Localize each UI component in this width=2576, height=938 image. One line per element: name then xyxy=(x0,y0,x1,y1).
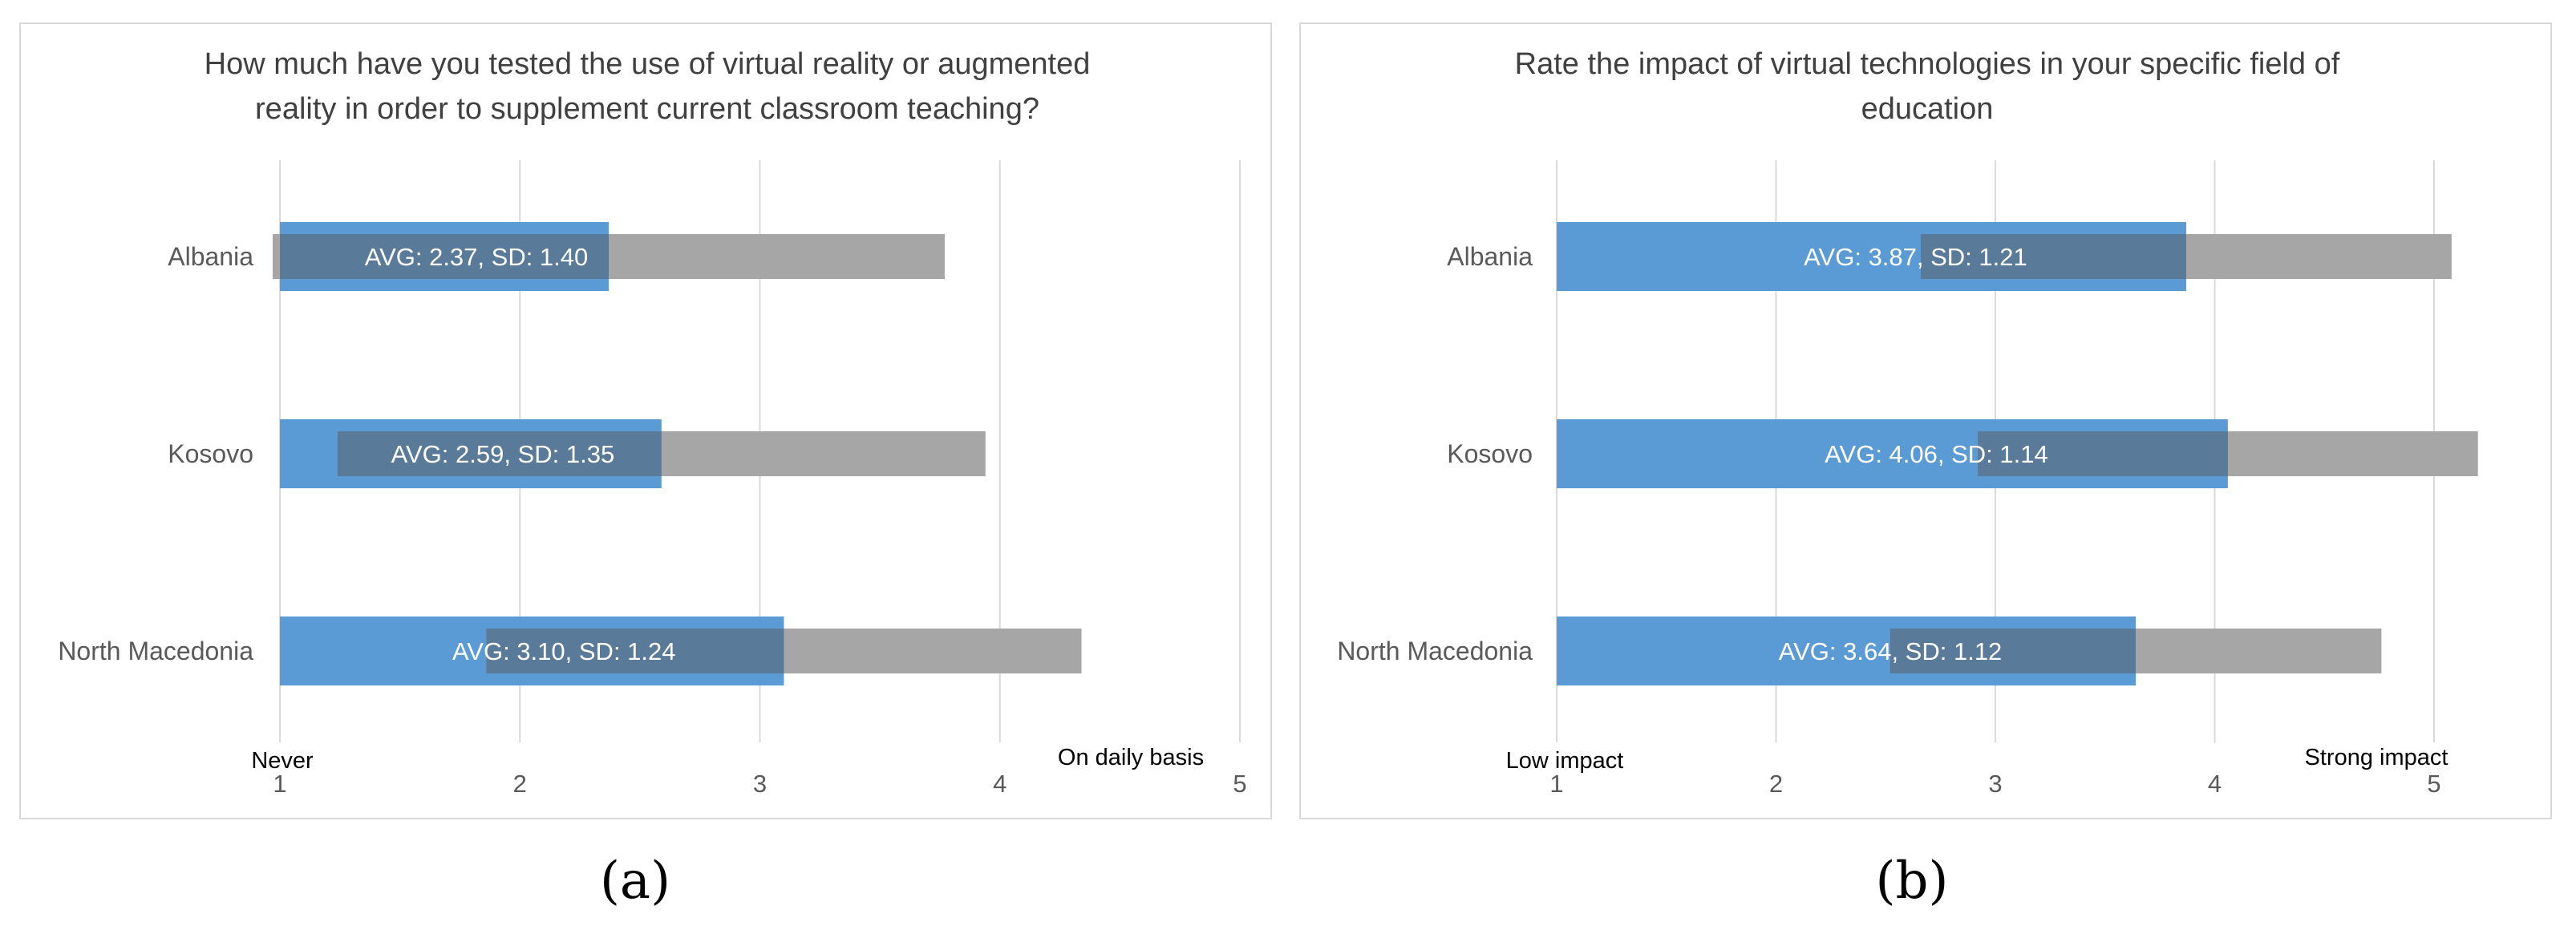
panel-label-a: (a) xyxy=(599,851,671,911)
category-label: Kosovo xyxy=(168,439,253,468)
data-label: AVG: 3.87, SD: 1.21 xyxy=(1804,243,2027,271)
avg-sd-overlap xyxy=(1921,234,2186,279)
chart-plot-a: 1 2 3 4 5 Never On daily basis Albania AVG: 2.37… xyxy=(58,160,1247,798)
chart-title-a-line-2: reality in order to supplement current c… xyxy=(255,92,1039,126)
avg-sd-overlap xyxy=(486,629,784,673)
data-label: AVG: 2.59, SD: 1.35 xyxy=(391,440,615,468)
chart-plot-b: 1 2 3 4 5 Low impact Strong impact Albania AVG: … xyxy=(1337,160,2478,798)
x-tick-label: 1 xyxy=(273,770,286,798)
category-label: Kosovo xyxy=(1447,439,1533,468)
avg-sd-overlap xyxy=(337,431,662,476)
panel-label-b: (b) xyxy=(1875,851,1949,911)
chart-panel-b: Rate the impact of virtual technologies … xyxy=(1299,22,2552,819)
x-tick-label: 3 xyxy=(753,770,767,798)
chart-title-a: How much have you tested the use of virt… xyxy=(141,42,1153,131)
avg-sd-overlap xyxy=(1978,431,2228,476)
chart-title-a-line-1: How much have you tested the use of virt… xyxy=(204,47,1091,81)
avg-sd-overlap xyxy=(280,234,609,279)
axis-min-label: Never xyxy=(251,748,314,774)
axis-min-label: Low impact xyxy=(1506,748,1624,774)
chart-panel-a: How much have you tested the use of virt… xyxy=(19,22,1272,819)
x-tick-label: 2 xyxy=(513,770,527,798)
chart-title-b-line-2: education xyxy=(1861,92,1994,126)
data-label: AVG: 3.10, SD: 1.24 xyxy=(452,637,676,665)
data-label: AVG: 2.37, SD: 1.40 xyxy=(365,243,589,271)
x-tick-label: 1 xyxy=(1549,770,1563,798)
category-label: Albania xyxy=(1447,242,1533,271)
x-tick-label: 5 xyxy=(2427,770,2440,798)
axis-max-label: Strong impact xyxy=(2305,745,2448,770)
category-label: North Macedonia xyxy=(58,637,253,665)
x-tick-label: 4 xyxy=(993,770,1007,798)
x-tick-label: 2 xyxy=(1769,770,1783,798)
category-label: North Macedonia xyxy=(1337,637,1533,665)
data-label: AVG: 4.06, SD: 1.14 xyxy=(1825,440,2048,468)
x-tick-label: 3 xyxy=(1988,770,2002,798)
category-label: Albania xyxy=(168,242,253,271)
axis-max-label: On daily basis xyxy=(1058,745,1204,770)
chart-title-b: Rate the impact of virtual technologies … xyxy=(1421,42,2433,131)
chart-title-b-line-1: Rate the impact of virtual technologies … xyxy=(1514,47,2340,81)
data-label: AVG: 3.64, SD: 1.12 xyxy=(1779,637,2003,665)
x-tick-label: 5 xyxy=(1233,770,1246,798)
x-tick-label: 4 xyxy=(2208,770,2222,798)
avg-sd-overlap xyxy=(1889,629,2137,673)
